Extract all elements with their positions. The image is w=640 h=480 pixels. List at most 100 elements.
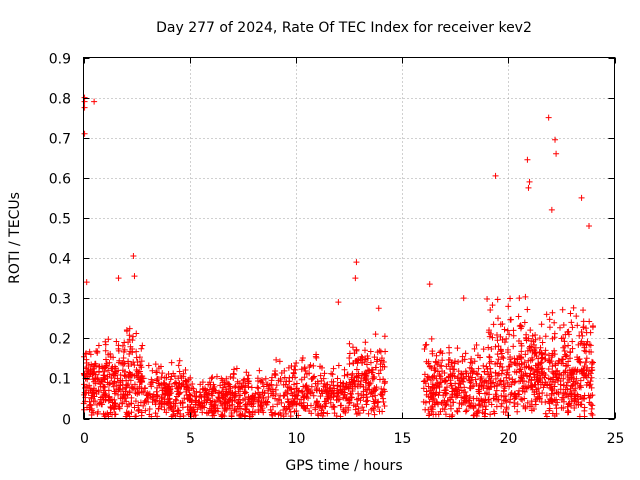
data-point bbox=[487, 369, 494, 376]
data-point bbox=[313, 386, 320, 393]
data-point bbox=[371, 400, 378, 407]
grid-lines bbox=[83, 57, 615, 419]
data-point bbox=[268, 382, 275, 389]
data-point bbox=[176, 368, 183, 375]
data-point bbox=[255, 389, 262, 396]
data-point bbox=[142, 407, 149, 414]
data-point bbox=[94, 410, 101, 417]
data-point bbox=[487, 307, 494, 314]
data-point bbox=[136, 406, 143, 413]
data-point bbox=[364, 355, 371, 362]
data-point bbox=[549, 387, 556, 394]
data-point bbox=[293, 391, 300, 398]
data-point bbox=[135, 408, 142, 415]
data-point bbox=[127, 377, 134, 384]
data-point bbox=[498, 370, 505, 377]
data-point bbox=[450, 399, 457, 406]
data-point bbox=[154, 393, 161, 400]
data-point bbox=[105, 351, 112, 358]
data-point bbox=[96, 368, 103, 375]
data-point bbox=[559, 306, 566, 313]
data-point bbox=[301, 365, 308, 372]
data-point bbox=[254, 384, 261, 391]
data-point bbox=[536, 335, 543, 342]
data-point bbox=[460, 399, 467, 406]
data-point bbox=[352, 275, 359, 282]
data-point bbox=[506, 383, 513, 390]
data-point bbox=[447, 371, 454, 378]
data-point bbox=[292, 374, 299, 381]
data-point bbox=[545, 114, 552, 121]
data-point bbox=[486, 353, 493, 360]
data-point bbox=[518, 355, 525, 362]
data-point bbox=[294, 385, 301, 392]
data-point bbox=[187, 396, 194, 403]
data-point bbox=[380, 376, 387, 383]
data-point bbox=[140, 388, 147, 395]
data-point bbox=[130, 333, 137, 340]
data-point bbox=[586, 318, 593, 325]
data-point bbox=[113, 338, 120, 345]
data-point bbox=[81, 371, 88, 378]
data-point bbox=[219, 379, 226, 386]
data-point bbox=[494, 380, 501, 387]
data-point bbox=[223, 375, 230, 382]
data-point bbox=[214, 397, 221, 404]
data-point bbox=[579, 332, 586, 339]
data-point bbox=[363, 361, 370, 368]
data-point bbox=[146, 405, 153, 412]
data-point bbox=[211, 412, 218, 419]
data-point bbox=[433, 385, 440, 392]
data-point bbox=[120, 348, 127, 355]
data-point bbox=[237, 385, 244, 392]
data-point bbox=[504, 327, 511, 334]
data-point bbox=[241, 390, 248, 397]
data-point bbox=[374, 404, 381, 411]
data-point bbox=[481, 368, 488, 375]
data-point bbox=[548, 206, 555, 213]
data-point bbox=[436, 380, 443, 387]
data-point bbox=[190, 404, 197, 411]
data-point bbox=[293, 359, 300, 366]
data-point bbox=[242, 384, 249, 391]
y-tick-label: 0.7 bbox=[49, 132, 71, 148]
data-point bbox=[451, 360, 458, 367]
data-point bbox=[152, 410, 159, 417]
data-point bbox=[85, 362, 92, 369]
data-point bbox=[479, 403, 486, 410]
data-point bbox=[350, 360, 357, 367]
data-point bbox=[382, 348, 389, 355]
data-point bbox=[124, 403, 131, 410]
data-point bbox=[568, 319, 575, 326]
data-point bbox=[565, 400, 572, 407]
data-point bbox=[583, 348, 590, 355]
data-point bbox=[128, 409, 135, 416]
data-point bbox=[180, 373, 187, 380]
data-point bbox=[538, 350, 545, 357]
data-point bbox=[429, 350, 436, 357]
data-point bbox=[331, 410, 338, 417]
data-point bbox=[477, 375, 484, 382]
data-point bbox=[546, 358, 553, 365]
data-point bbox=[128, 400, 135, 407]
data-point bbox=[91, 387, 98, 394]
data-point bbox=[320, 375, 327, 382]
data-point bbox=[136, 389, 143, 396]
data-point bbox=[314, 398, 321, 405]
data-point bbox=[571, 404, 578, 411]
data-point bbox=[131, 404, 138, 411]
data-point bbox=[260, 383, 267, 390]
data-point bbox=[497, 377, 504, 384]
data-point bbox=[583, 382, 590, 389]
data-point bbox=[272, 391, 279, 398]
data-point bbox=[144, 395, 151, 402]
data-point bbox=[549, 350, 556, 357]
data-point bbox=[167, 390, 174, 397]
data-point bbox=[81, 353, 88, 360]
data-point bbox=[360, 394, 367, 401]
data-point bbox=[105, 394, 112, 401]
data-point bbox=[474, 371, 481, 378]
data-point bbox=[192, 412, 199, 419]
data-point bbox=[507, 316, 514, 323]
data-point bbox=[220, 384, 227, 391]
